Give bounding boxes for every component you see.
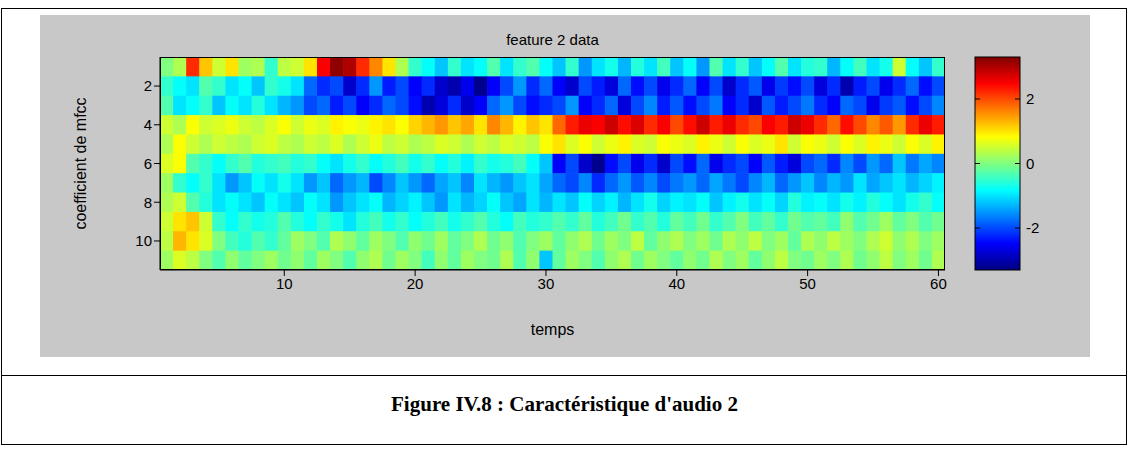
svg-text:30: 30	[538, 275, 555, 292]
svg-text:6: 6	[144, 155, 152, 172]
svg-text:40: 40	[668, 275, 685, 292]
html-text:Figure IV.8 : Caractéristique: Figure IV.8 : Caractéristique d'audio 2	[391, 392, 738, 416]
svg-text:10: 10	[135, 232, 152, 249]
svg-text:60: 60	[930, 275, 947, 292]
html-text:feature 2 data: feature 2 data	[506, 31, 599, 48]
svg-text:20: 20	[407, 275, 424, 292]
svg-text:coefficient de mfcc: coefficient de mfcc	[72, 97, 89, 229]
svg-text:50: 50	[799, 275, 816, 292]
svg-text:-2: -2	[1026, 219, 1039, 236]
svg-text:4: 4	[144, 116, 152, 133]
svg-text:0: 0	[1026, 155, 1034, 172]
svg-text:8: 8	[144, 194, 152, 211]
svg-text:10: 10	[276, 275, 293, 292]
svg-text:temps: temps	[531, 321, 575, 338]
svg-text:2: 2	[144, 77, 152, 94]
svg-text:2: 2	[1026, 90, 1034, 107]
